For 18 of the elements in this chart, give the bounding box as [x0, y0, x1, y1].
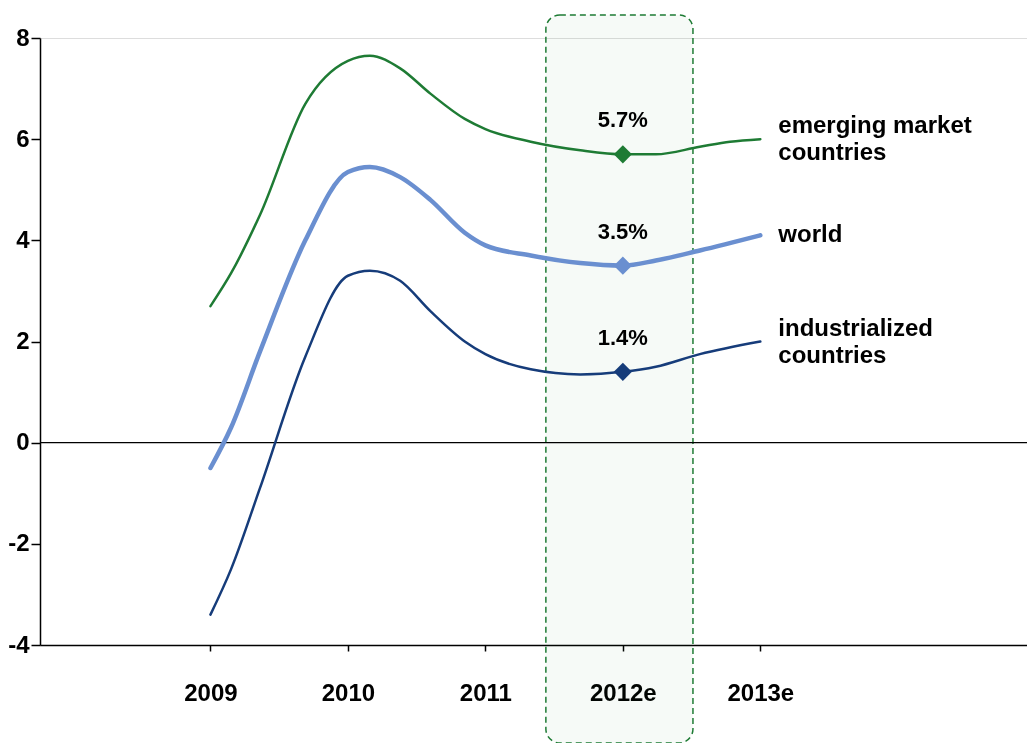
- y-tick-label: 6: [16, 124, 30, 152]
- y-tick-label: 0: [16, 428, 30, 456]
- data-label: 3.5%: [597, 218, 648, 244]
- series-label: emerging market countries: [778, 111, 972, 166]
- y-tick-label: 4: [16, 225, 31, 253]
- x-tick-label: 2013e: [727, 678, 795, 706]
- x-tick-label: 2012e: [589, 678, 657, 706]
- y-tick-label: 2: [16, 327, 30, 354]
- series-label: world: [777, 220, 843, 248]
- y-tick-label: -2: [8, 529, 30, 557]
- y-tick-label: -4: [8, 630, 31, 658]
- x-tick-label: 2011: [459, 678, 512, 706]
- series-label: industrialized countries: [778, 313, 934, 368]
- x-tick-label: 2009: [184, 678, 238, 706]
- data-label: 5.7%: [597, 107, 648, 133]
- y-tick-label: 8: [16, 23, 30, 51]
- data-label: 1.4%: [597, 324, 648, 350]
- x-tick-label: 2010: [321, 678, 376, 706]
